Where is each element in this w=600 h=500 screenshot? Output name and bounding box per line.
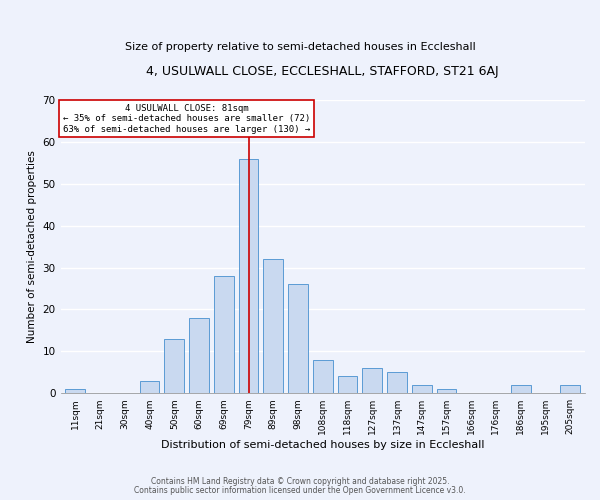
Bar: [313, 360, 332, 393]
Bar: [164, 339, 184, 393]
Y-axis label: Number of semi-detached properties: Number of semi-detached properties: [27, 150, 37, 343]
Bar: [65, 389, 85, 393]
Bar: [362, 368, 382, 393]
Bar: [140, 380, 160, 393]
Bar: [263, 259, 283, 393]
X-axis label: Distribution of semi-detached houses by size in Eccleshall: Distribution of semi-detached houses by …: [161, 440, 485, 450]
Bar: [560, 385, 580, 393]
Bar: [511, 385, 530, 393]
Title: 4, USULWALL CLOSE, ECCLESHALL, STAFFORD, ST21 6AJ: 4, USULWALL CLOSE, ECCLESHALL, STAFFORD,…: [146, 65, 499, 78]
Bar: [387, 372, 407, 393]
Text: Size of property relative to semi-detached houses in Eccleshall: Size of property relative to semi-detach…: [125, 42, 475, 52]
Bar: [437, 389, 457, 393]
Text: Contains HM Land Registry data © Crown copyright and database right 2025.: Contains HM Land Registry data © Crown c…: [151, 477, 449, 486]
Bar: [214, 276, 234, 393]
Bar: [288, 284, 308, 393]
Text: 4 USULWALL CLOSE: 81sqm
← 35% of semi-detached houses are smaller (72)
63% of se: 4 USULWALL CLOSE: 81sqm ← 35% of semi-de…: [63, 104, 310, 134]
Bar: [412, 385, 431, 393]
Bar: [189, 318, 209, 393]
Bar: [338, 376, 358, 393]
Text: Contains public sector information licensed under the Open Government Licence v3: Contains public sector information licen…: [134, 486, 466, 495]
Bar: [239, 158, 259, 393]
